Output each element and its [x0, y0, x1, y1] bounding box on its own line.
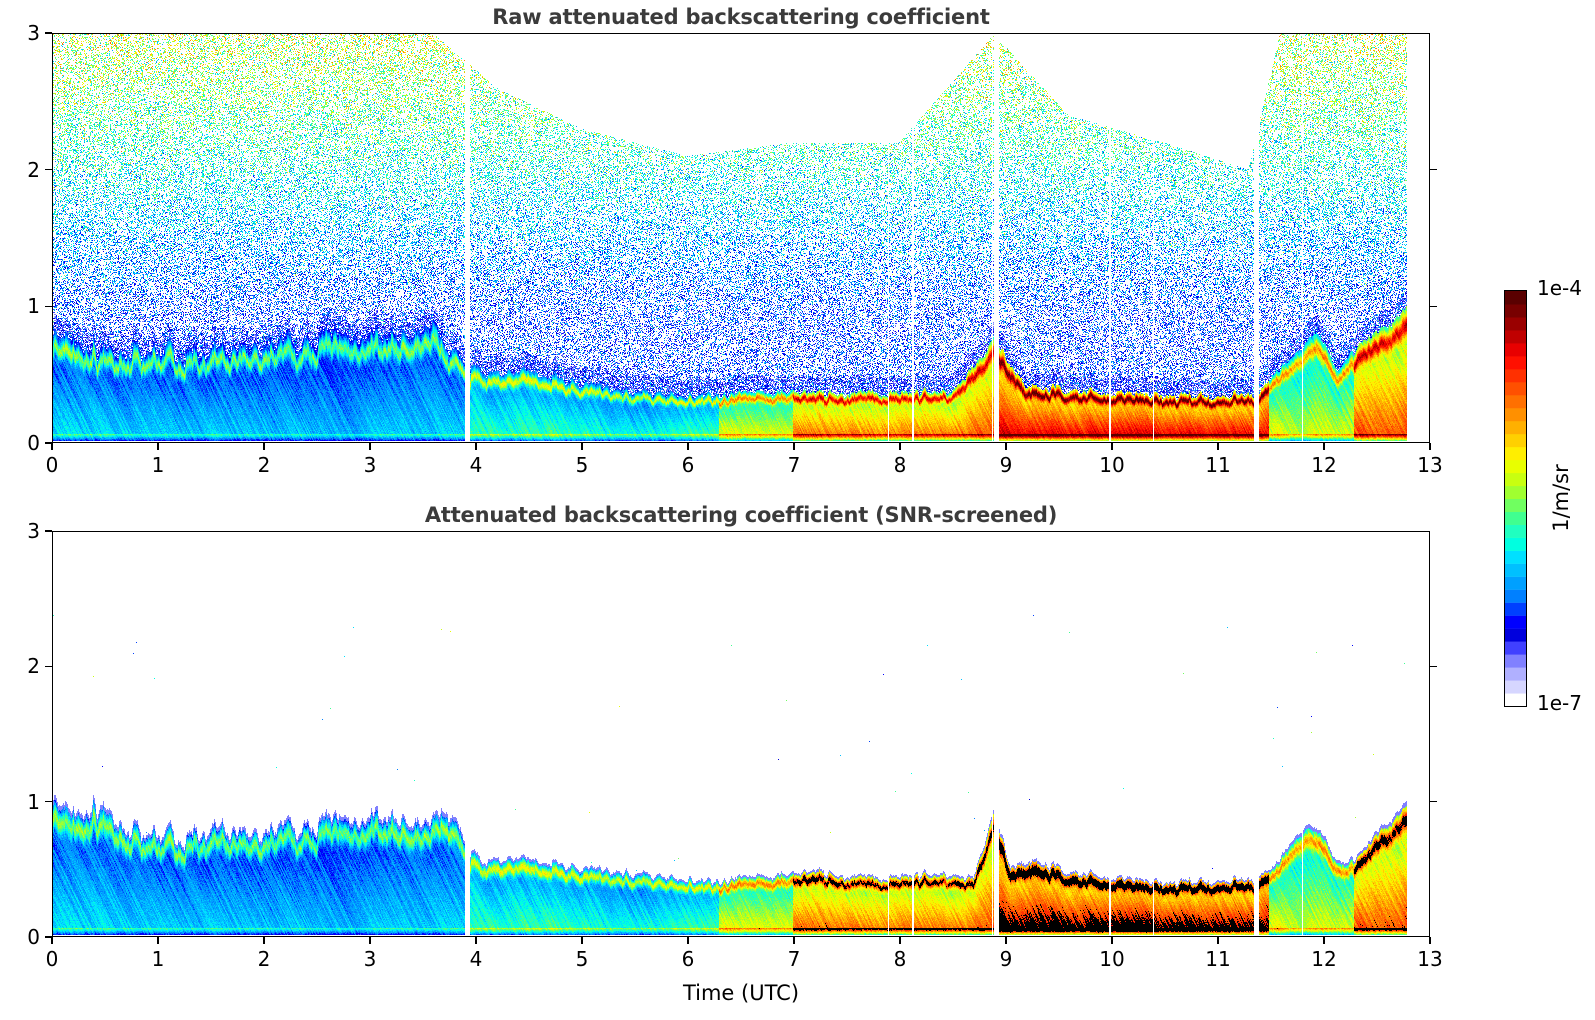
panel-raw-plot-area[interactable] [52, 33, 1430, 443]
y-tick-label: 2 [27, 654, 40, 679]
x-tick [1111, 937, 1113, 944]
x-tick-label: 13 [1417, 453, 1443, 477]
x-tick-label: 3 [363, 947, 377, 971]
x-tick-label: 0 [45, 947, 59, 971]
x-tick [1111, 443, 1113, 450]
x-tick [687, 937, 689, 944]
y-tick [45, 800, 52, 803]
y-tick [45, 168, 52, 171]
x-tick-label: 12 [1311, 947, 1337, 971]
colorbar-unit-label: 1/m/sr [1549, 463, 1573, 532]
y-tick [45, 530, 52, 532]
y-tick [45, 442, 52, 444]
y-tick-label: 0 [27, 431, 40, 455]
x-tick-label: 10 [1099, 453, 1125, 477]
x-tick [475, 937, 477, 944]
y-tick [45, 936, 52, 938]
panel-raw-title: Raw attenuated backscattering coefficien… [492, 5, 990, 29]
x-tick [369, 937, 371, 944]
x-tick [793, 937, 795, 944]
panel-screened-heatmap [53, 532, 1428, 935]
colorbar-min-label: 1e-7 [1537, 691, 1582, 715]
x-tick [899, 937, 901, 944]
x-tick [899, 443, 901, 450]
x-tick [793, 443, 795, 450]
x-tick [581, 937, 583, 944]
x-tick-label: 0 [45, 453, 59, 477]
y-tick-label: 0 [27, 925, 40, 949]
y-tick-label: 3 [27, 519, 40, 543]
x-tick [263, 937, 265, 944]
x-tick [1323, 443, 1325, 450]
x-tick [369, 443, 371, 450]
x-tick-label: 5 [575, 453, 589, 477]
x-tick [51, 443, 53, 450]
x-tick [581, 443, 583, 450]
y-tick-right [1430, 168, 1437, 171]
x-tick [1429, 443, 1431, 450]
x-tick-label: 8 [893, 453, 907, 477]
x-tick-label: 4 [469, 453, 483, 477]
y-tick [45, 665, 52, 668]
y-tick-right [1430, 800, 1437, 803]
x-tick-label: 1 [151, 947, 165, 971]
x-tick [157, 937, 159, 944]
x-tick-label: 3 [363, 453, 377, 477]
x-tick [1323, 937, 1325, 944]
y-tick [45, 32, 52, 34]
x-tick [1217, 443, 1219, 450]
x-tick [1005, 443, 1007, 450]
colorbar-gradient [1504, 290, 1527, 707]
panel-screened-x-axis-label: Time (UTC) [682, 981, 800, 1005]
x-tick [475, 443, 477, 450]
y-tick-label: 1 [27, 789, 40, 814]
x-tick-label: 2 [257, 947, 271, 971]
x-tick [157, 443, 159, 450]
y-tick [45, 305, 52, 308]
x-tick-label: 6 [681, 453, 695, 477]
x-tick-label: 11 [1205, 453, 1231, 477]
x-tick-label: 6 [681, 947, 695, 971]
x-tick-label: 9 [999, 947, 1013, 971]
x-tick [1217, 937, 1219, 944]
x-tick-label: 2 [257, 453, 271, 477]
y-tick-label: 2 [27, 157, 40, 182]
colorbar-max-label: 1e-4 [1537, 276, 1582, 300]
x-tick [687, 443, 689, 450]
x-tick-label: 11 [1205, 947, 1231, 971]
y-tick-right [1430, 305, 1437, 308]
x-tick [1005, 937, 1007, 944]
x-tick-label: 13 [1417, 947, 1443, 971]
panel-screened-plot-area[interactable] [52, 531, 1430, 937]
x-tick-label: 7 [787, 947, 801, 971]
x-tick-label: 12 [1311, 453, 1337, 477]
x-tick [263, 443, 265, 450]
panel-screened-title: Attenuated backscattering coefficient (S… [424, 503, 1058, 527]
x-tick-label: 7 [787, 453, 801, 477]
x-tick-label: 8 [893, 947, 907, 971]
x-tick-label: 10 [1099, 947, 1125, 971]
x-tick [1429, 937, 1431, 944]
panel-raw-heatmap [53, 34, 1428, 441]
x-tick [51, 937, 53, 944]
y-tick-label: 1 [27, 294, 40, 319]
x-tick-label: 5 [575, 947, 589, 971]
x-tick-label: 9 [999, 453, 1013, 477]
x-tick-label: 1 [151, 453, 165, 477]
y-tick-label: 3 [27, 21, 40, 45]
y-tick-right [1430, 665, 1437, 668]
x-tick-label: 4 [469, 947, 483, 971]
